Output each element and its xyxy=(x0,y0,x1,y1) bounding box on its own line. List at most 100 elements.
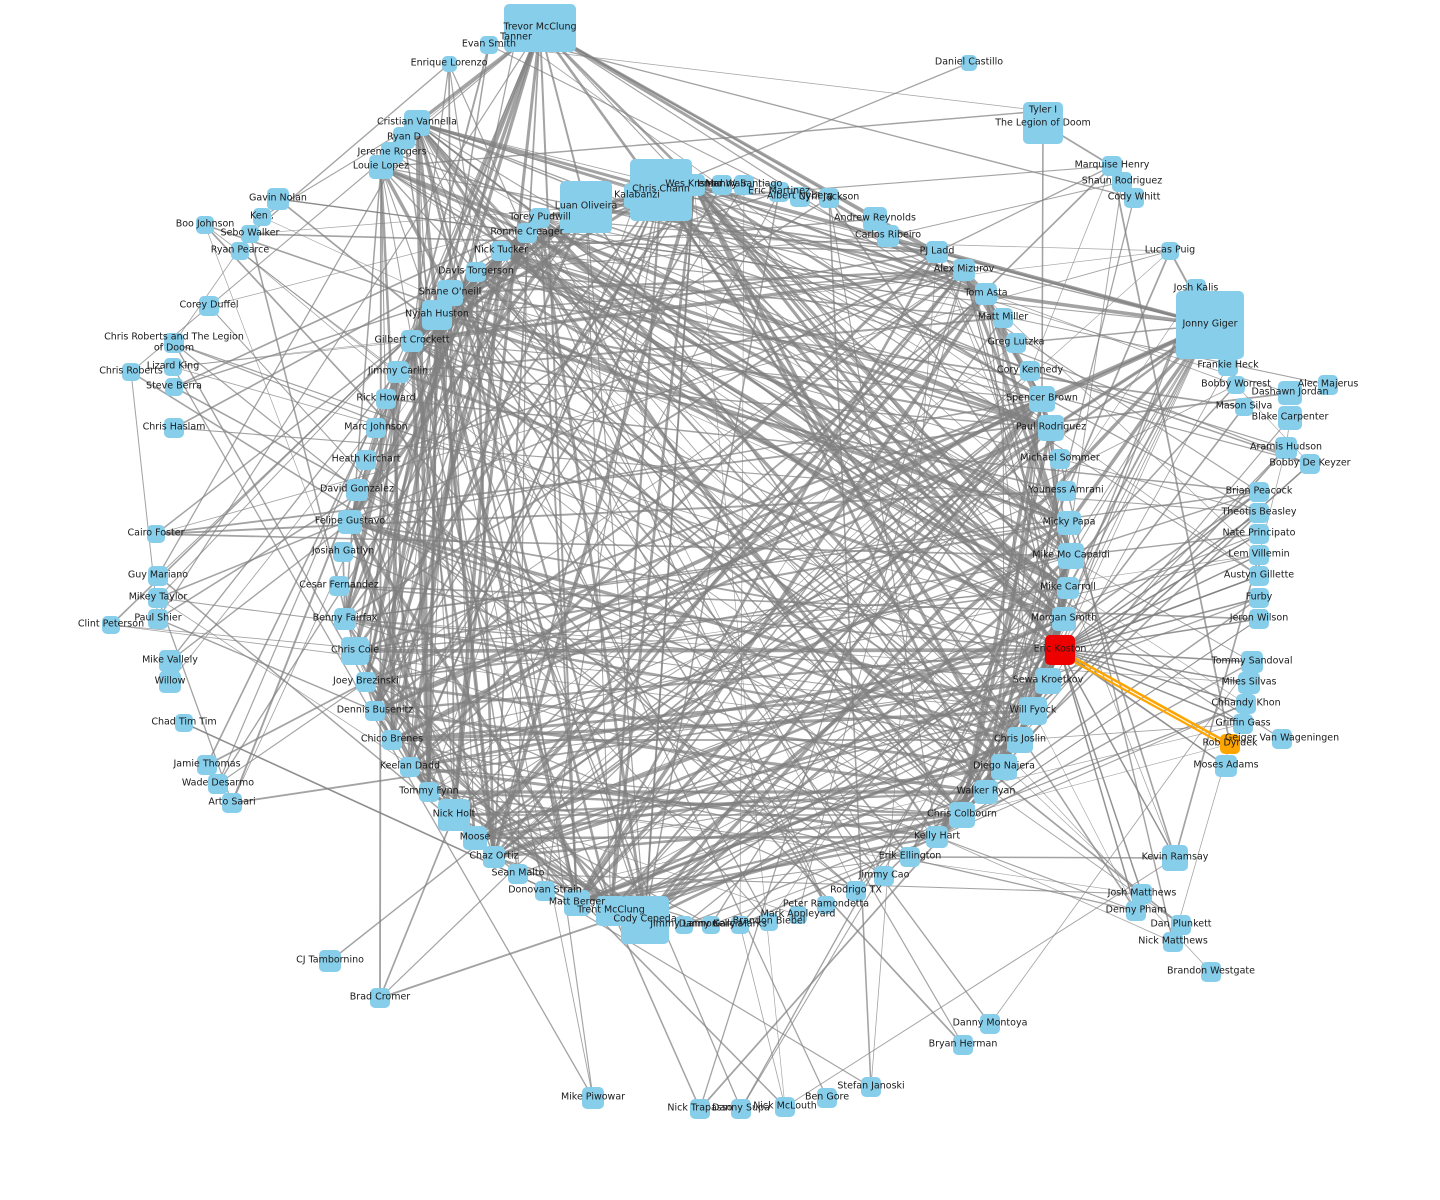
graph-node[interactable] xyxy=(356,450,376,470)
graph-node[interactable] xyxy=(535,881,555,901)
graph-node[interactable] xyxy=(582,1087,604,1109)
graph-node[interactable] xyxy=(621,896,669,944)
graph-node[interactable] xyxy=(769,182,789,202)
graph-node[interactable] xyxy=(1058,543,1084,569)
graph-node[interactable] xyxy=(506,28,526,48)
graph-node[interactable] xyxy=(993,308,1013,328)
graph-node[interactable] xyxy=(102,616,120,634)
graph-node[interactable] xyxy=(1249,503,1269,523)
graph-node[interactable] xyxy=(846,881,866,901)
graph-node[interactable] xyxy=(1029,386,1055,412)
graph-node[interactable] xyxy=(1249,524,1269,544)
graph-node[interactable] xyxy=(241,225,259,243)
graph-node[interactable] xyxy=(560,181,612,233)
graph-node[interactable] xyxy=(1045,635,1075,665)
graph-node[interactable] xyxy=(1218,356,1238,376)
graph-node[interactable] xyxy=(1249,609,1269,629)
graph-node[interactable] xyxy=(401,330,423,352)
graph-node[interactable] xyxy=(366,418,386,438)
graph-node[interactable] xyxy=(1318,375,1338,395)
graph-node[interactable] xyxy=(147,525,165,543)
graph-node[interactable] xyxy=(564,890,590,916)
graph-node[interactable] xyxy=(422,300,452,330)
graph-node[interactable] xyxy=(760,913,778,931)
graph-node[interactable] xyxy=(491,241,511,261)
graph-node[interactable] xyxy=(333,542,353,562)
graph-node[interactable] xyxy=(1233,714,1253,734)
graph-node[interactable] xyxy=(346,479,368,501)
graph-node[interactable] xyxy=(775,1097,795,1117)
graph-node[interactable] xyxy=(624,183,650,209)
graph-node[interactable] xyxy=(675,916,693,934)
graph-node[interactable] xyxy=(267,188,289,210)
graph-node[interactable] xyxy=(980,1014,1000,1034)
graph-node[interactable] xyxy=(463,826,487,850)
graph-node[interactable] xyxy=(1052,607,1076,631)
graph-node[interactable] xyxy=(1023,104,1063,144)
graph-node[interactable] xyxy=(164,358,182,376)
graph-node[interactable] xyxy=(702,916,720,934)
graph-node[interactable] xyxy=(690,1099,710,1119)
graph-node[interactable] xyxy=(1249,545,1269,565)
graph-node[interactable] xyxy=(253,208,271,226)
graph-node[interactable] xyxy=(953,259,975,281)
graph-node[interactable] xyxy=(1201,962,1221,982)
graph-node[interactable] xyxy=(196,216,214,234)
graph-node[interactable] xyxy=(1238,672,1260,694)
graph-node[interactable] xyxy=(926,241,948,263)
graph-node[interactable] xyxy=(1163,932,1183,952)
graph-node[interactable] xyxy=(1112,172,1132,192)
graph-node[interactable] xyxy=(874,866,894,886)
graph-node[interactable] xyxy=(148,609,168,629)
graph-node[interactable] xyxy=(1241,651,1263,673)
graph-node[interactable] xyxy=(961,55,977,71)
graph-node[interactable] xyxy=(369,155,393,179)
graph-node[interactable] xyxy=(1161,242,1179,260)
graph-node[interactable] xyxy=(387,361,409,383)
graph-node[interactable] xyxy=(877,225,899,247)
graph-node[interactable] xyxy=(231,242,249,260)
graph-node[interactable] xyxy=(949,802,975,828)
graph-node[interactable] xyxy=(1007,727,1033,753)
graph-node[interactable] xyxy=(438,799,470,831)
graph-node[interactable] xyxy=(1057,511,1081,535)
graph-node[interactable] xyxy=(1056,481,1076,501)
graph-node[interactable] xyxy=(208,774,228,794)
graph-node[interactable] xyxy=(1220,734,1240,754)
graph-node[interactable] xyxy=(1006,333,1026,353)
graph-node[interactable] xyxy=(441,56,457,72)
graph-node[interactable] xyxy=(419,782,439,802)
graph-node[interactable] xyxy=(517,223,537,243)
graph-node[interactable] xyxy=(365,701,385,721)
graph-node[interactable] xyxy=(148,566,168,586)
graph-node[interactable] xyxy=(1236,694,1256,714)
graph-node[interactable] xyxy=(1035,668,1061,694)
graph-node[interactable] xyxy=(197,755,217,775)
graph-node[interactable] xyxy=(790,187,810,207)
graph-node[interactable] xyxy=(483,846,505,868)
graph-node[interactable] xyxy=(731,916,749,934)
graph-node[interactable] xyxy=(338,510,362,534)
graph-node[interactable] xyxy=(1050,449,1070,469)
graph-node[interactable] xyxy=(164,333,184,353)
graph-node[interactable] xyxy=(1272,729,1292,749)
graph-node[interactable] xyxy=(1102,156,1122,176)
graph-node[interactable] xyxy=(508,864,528,884)
graph-node[interactable] xyxy=(222,793,242,813)
graph-node[interactable] xyxy=(334,608,356,630)
graph-node[interactable] xyxy=(1249,588,1269,608)
graph-node[interactable] xyxy=(1278,381,1302,405)
graph-node[interactable] xyxy=(712,175,732,195)
graph-node[interactable] xyxy=(382,730,402,750)
graph-node[interactable] xyxy=(1038,415,1064,441)
graph-node[interactable] xyxy=(370,988,390,1008)
graph-node[interactable] xyxy=(974,780,998,804)
graph-node[interactable] xyxy=(466,262,486,282)
graph-node[interactable] xyxy=(991,754,1017,780)
graph-node[interactable] xyxy=(789,906,807,924)
graph-node[interactable] xyxy=(1124,188,1144,208)
graph-node[interactable] xyxy=(1057,577,1079,599)
graph-node[interactable] xyxy=(1126,901,1146,921)
graph-node[interactable] xyxy=(164,418,184,438)
graph-node[interactable] xyxy=(900,847,920,867)
